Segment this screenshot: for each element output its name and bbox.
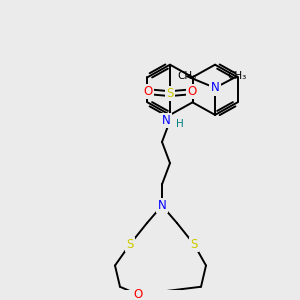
Text: O: O: [188, 85, 196, 98]
Text: S: S: [126, 238, 134, 251]
Text: S: S: [190, 238, 198, 251]
Text: H: H: [176, 118, 184, 129]
Text: S: S: [166, 87, 174, 100]
Text: O: O: [143, 85, 153, 98]
Text: CH₃: CH₃: [227, 71, 247, 81]
Text: N: N: [158, 199, 166, 212]
Text: N: N: [211, 81, 219, 94]
Text: O: O: [134, 288, 142, 300]
Text: N: N: [162, 114, 170, 127]
Text: CH₃: CH₃: [177, 71, 197, 81]
